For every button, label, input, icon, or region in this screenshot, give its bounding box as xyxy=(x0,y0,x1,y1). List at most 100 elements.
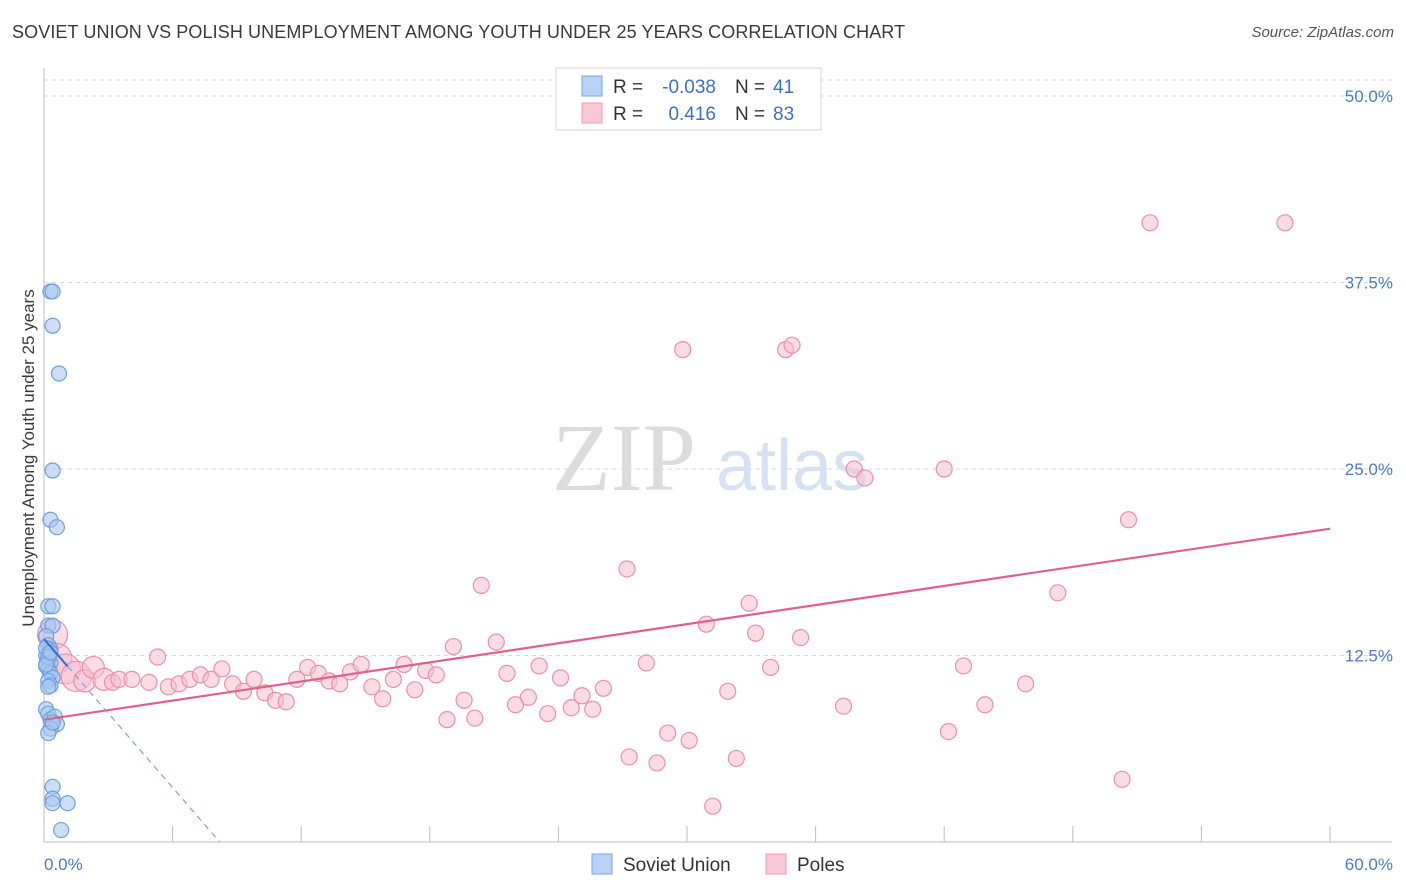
legend-r-value-1: -0.038 xyxy=(662,77,716,98)
poles-point xyxy=(648,754,666,772)
poles-points xyxy=(36,214,1294,815)
poles-point xyxy=(1049,584,1067,602)
watermark-zip: ZIP xyxy=(552,404,696,511)
legend-n-value-2: 83 xyxy=(773,104,794,125)
y-tick-label-1: 25.0% xyxy=(1345,460,1393,479)
poles-point xyxy=(498,664,516,683)
poles-point xyxy=(530,657,548,675)
correlation-legend: R = -0.038 N = 41 R = 0.416 N = 83 xyxy=(555,67,822,131)
poles-point xyxy=(472,576,490,594)
gridlines xyxy=(44,79,1392,656)
y-tick-label-3: 50.0% xyxy=(1345,87,1393,106)
poles-point xyxy=(1141,214,1159,232)
soviet-union-point xyxy=(40,678,57,695)
legend-n-value-1: 41 xyxy=(773,77,794,98)
poles-point xyxy=(406,681,424,699)
poles-point xyxy=(363,678,381,696)
poles-point xyxy=(148,648,167,666)
poles-point xyxy=(374,690,392,708)
series-legend-label-poles: Poles xyxy=(797,855,845,876)
poles-point xyxy=(213,660,231,678)
poles-point xyxy=(1276,214,1294,232)
soviet-union-point xyxy=(44,462,61,479)
poles-point xyxy=(704,797,722,815)
poles-point xyxy=(727,749,745,768)
watermark-atlas: atlas xyxy=(716,426,868,506)
x-tick-label-0: 0.0% xyxy=(44,855,83,874)
soviet-union-point xyxy=(44,283,61,300)
poles-point xyxy=(620,748,638,766)
x-tick-labels: 0.0% 60.0% xyxy=(44,855,1393,874)
legend-swatch-pink xyxy=(581,102,603,124)
poles-point xyxy=(584,700,602,718)
poles-point xyxy=(444,637,462,656)
poles-point xyxy=(551,669,570,687)
poles-point xyxy=(123,670,141,688)
soviet-union-point xyxy=(44,317,61,334)
soviet-union-point xyxy=(50,365,68,382)
poles-point xyxy=(618,560,636,578)
poles-point xyxy=(506,696,525,714)
poles-point xyxy=(487,633,505,651)
soviet-union-point xyxy=(59,795,76,812)
poles-point xyxy=(791,628,810,647)
poles-point xyxy=(746,624,765,642)
poles-point xyxy=(697,615,715,633)
poles-point xyxy=(674,341,692,359)
poles-point xyxy=(935,460,953,478)
poles-point xyxy=(834,697,853,715)
legend-n-label-1: N = xyxy=(735,77,765,98)
chart-title: SOVIET UNION VS POLISH UNEMPLOYMENT AMON… xyxy=(12,22,906,42)
poles-point xyxy=(427,666,445,684)
poles-point xyxy=(1017,675,1035,693)
poles-point xyxy=(659,724,677,742)
poles-point xyxy=(352,655,370,674)
poles-point xyxy=(976,696,994,714)
poles-point xyxy=(466,709,484,727)
series-legend-label-soviet: Soviet Union xyxy=(623,855,731,876)
poles-point xyxy=(573,687,591,705)
legend-r-label-1: R = xyxy=(613,77,643,98)
source-credit: Source: ZipAtlas.com xyxy=(1251,24,1394,41)
soviet-union-points xyxy=(38,283,76,839)
poles-point xyxy=(202,670,220,688)
poles-point xyxy=(783,336,801,354)
y-tick-labels: 12.5% 25.0% 37.5% 50.0% xyxy=(1345,87,1393,666)
series-legend: Soviet Union Poles xyxy=(591,853,845,876)
poles-point xyxy=(594,679,613,697)
y-tick-label-0: 12.5% xyxy=(1345,647,1393,666)
poles-point xyxy=(1119,511,1138,529)
poles-point xyxy=(245,670,263,688)
series-legend-swatch-poles xyxy=(765,853,787,875)
x-tick-label-1: 60.0% xyxy=(1345,855,1393,874)
poles-point xyxy=(438,711,456,729)
poles-point xyxy=(455,691,473,709)
soviet-union-trend-line-solid xyxy=(43,638,69,668)
legend-swatch-blue xyxy=(581,75,603,97)
soviet-union-point xyxy=(44,598,61,615)
legend-r-label-2: R = xyxy=(613,104,643,125)
poles-point xyxy=(939,722,958,741)
trend-lines xyxy=(43,527,1331,843)
poles-point xyxy=(562,699,580,717)
soviet-union-point xyxy=(44,795,61,812)
poles-point xyxy=(384,670,402,688)
soviet-union-trend-line-dashed xyxy=(67,665,221,843)
poles-trend-line xyxy=(43,527,1331,721)
soviet-union-point xyxy=(53,821,70,839)
poles-point xyxy=(740,594,758,612)
watermark: ZIP atlas xyxy=(552,404,868,511)
series-legend-swatch-soviet xyxy=(591,853,613,875)
legend-n-label-2: N = xyxy=(735,104,765,125)
poles-point xyxy=(680,731,698,750)
soviet-union-point xyxy=(48,519,65,536)
poles-point xyxy=(856,469,874,487)
y-axis-label: Unemployment Among Youth under 25 years xyxy=(19,289,38,626)
poles-point xyxy=(277,693,295,711)
poles-point xyxy=(637,654,655,672)
y-tick-label-2: 37.5% xyxy=(1345,274,1393,293)
poles-point xyxy=(761,658,780,677)
poles-point xyxy=(954,657,973,675)
poles-point xyxy=(719,682,737,700)
